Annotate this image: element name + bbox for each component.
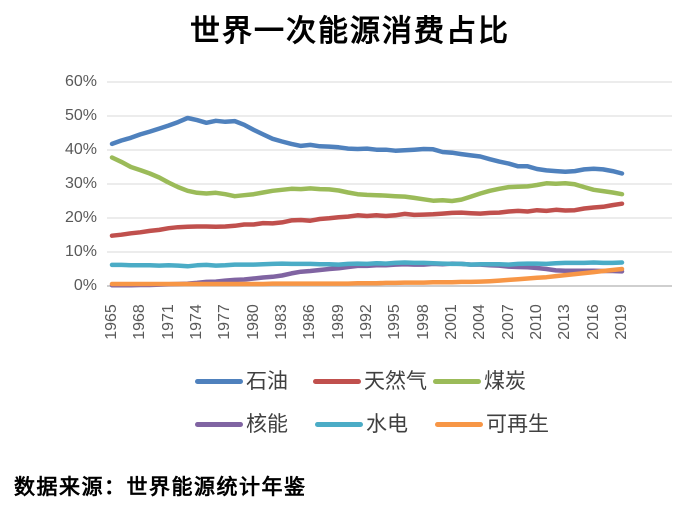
- x-tick-2016: 2016: [584, 304, 602, 340]
- y-tick-10%: 10%: [64, 243, 97, 260]
- x-tick-2004: 2004: [471, 304, 489, 340]
- legend-label-coal: 煤炭: [484, 369, 526, 393]
- x-tick-2019: 2019: [613, 304, 630, 340]
- legend-swatch-coal: [433, 378, 481, 384]
- x-tick-1977: 1977: [216, 304, 234, 340]
- x-tick-2010: 2010: [528, 304, 545, 340]
- legend-item-hydro: 水电: [315, 413, 408, 435]
- legend-label-oil: 石油: [246, 369, 288, 393]
- legend-item-oil: 石油: [195, 370, 288, 392]
- x-tick-1989: 1989: [329, 304, 347, 340]
- x-tick-1992: 1992: [358, 304, 375, 340]
- x-tick-1965: 1965: [103, 304, 120, 340]
- legend-label-natural-gas: 天然气: [364, 369, 427, 393]
- legend-swatch-natural-gas: [313, 378, 361, 384]
- x-tick-1995: 1995: [386, 304, 404, 340]
- x-tick-1968: 1968: [131, 304, 149, 340]
- y-tick-50%: 50%: [64, 107, 97, 124]
- x-tick-2001: 2001: [443, 304, 460, 340]
- legend-swatch-renewable: [435, 421, 483, 427]
- x-tick-2007: 2007: [499, 304, 517, 340]
- legend-swatch-nuclear: [195, 421, 243, 427]
- legend-swatch-hydro: [315, 421, 363, 427]
- x-tick-1971: 1971: [159, 304, 177, 340]
- oil-line: [109, 115, 625, 176]
- legend-item-nuclear: 核能: [195, 413, 288, 435]
- legend-item-coal: 煤炭: [433, 370, 526, 392]
- legend-label-hydro: 水电: [366, 412, 408, 436]
- x-tick-1983: 1983: [273, 304, 290, 340]
- y-tick-40%: 40%: [64, 141, 97, 158]
- legend-item-renewable: 可再生: [435, 413, 549, 435]
- y-tick-0%: 0%: [73, 277, 97, 294]
- chart-title: 世界一次能源消费占比: [190, 15, 510, 48]
- renewable-line: [109, 266, 625, 287]
- x-tick-1974: 1974: [188, 304, 205, 340]
- legend-label-renewable: 可再生: [486, 412, 549, 436]
- x-tick-1986: 1986: [301, 304, 319, 340]
- legend-item-natural-gas: 天然气: [313, 370, 427, 392]
- legend-swatch-oil: [195, 378, 243, 384]
- natural-gas-line: [109, 201, 625, 238]
- y-tick-20%: 20%: [64, 209, 97, 226]
- legend-label-nuclear: 核能: [246, 412, 288, 436]
- x-tick-2013: 2013: [556, 304, 574, 340]
- y-tick-60%: 60%: [64, 73, 97, 90]
- x-tick-1980: 1980: [244, 304, 262, 340]
- x-tick-1998: 1998: [414, 304, 432, 340]
- coal-line: [109, 155, 625, 204]
- data-source-note: 数据来源：世界能源统计年鉴: [14, 476, 307, 499]
- y-tick-30%: 30%: [64, 175, 97, 192]
- hydro-line: [109, 260, 625, 269]
